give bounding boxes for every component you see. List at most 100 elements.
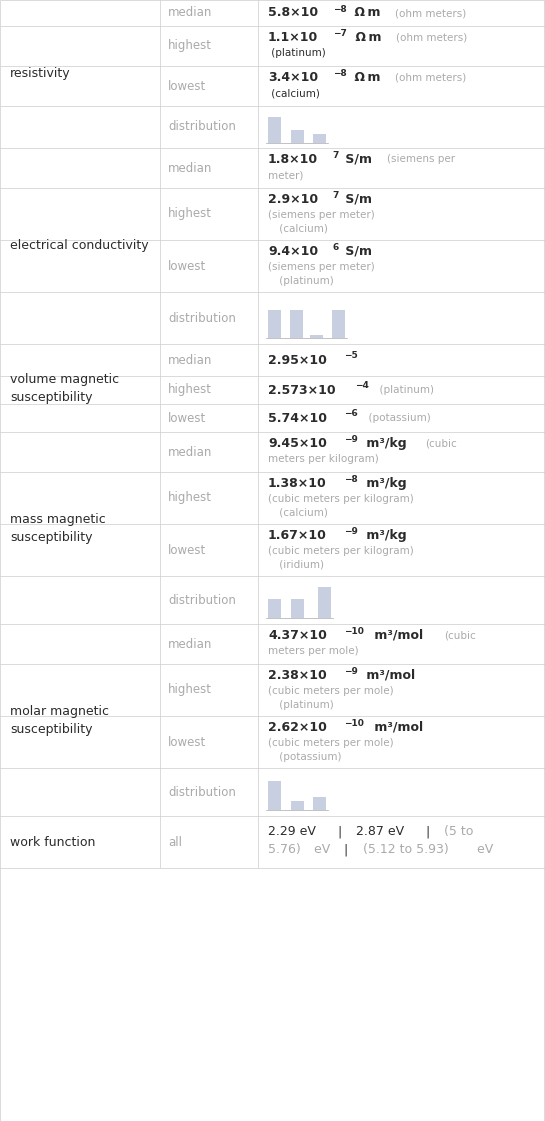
Text: −4: −4	[355, 381, 369, 390]
Text: 5.76): 5.76)	[268, 843, 301, 856]
Bar	[268, 118, 281, 143]
Text: (siemens per meter): (siemens per meter)	[268, 262, 375, 272]
Text: highest: highest	[168, 39, 212, 53]
Text: median: median	[168, 161, 213, 175]
Text: lowest: lowest	[168, 259, 206, 272]
Text: 7: 7	[332, 150, 339, 159]
Text: eV: eV	[473, 843, 493, 856]
Text: highest: highest	[168, 383, 212, 397]
Text: volume magnetic
susceptibility: volume magnetic susceptibility	[10, 372, 119, 404]
Text: m³/kg: m³/kg	[362, 529, 407, 541]
Text: S/m: S/m	[341, 193, 372, 206]
Bar	[292, 600, 305, 619]
Text: 5.74×10: 5.74×10	[268, 411, 327, 425]
Text: lowest: lowest	[168, 411, 206, 425]
Text: |: |	[418, 825, 438, 839]
Text: highest: highest	[168, 207, 212, 221]
Text: median: median	[168, 353, 213, 367]
Text: (ohm meters): (ohm meters)	[396, 8, 467, 18]
Text: resistivity: resistivity	[10, 67, 71, 81]
Text: median: median	[168, 638, 213, 650]
Text: 6: 6	[332, 243, 339, 252]
Text: (platinum): (platinum)	[276, 276, 334, 286]
Text: Ω m: Ω m	[351, 30, 386, 44]
Bar	[310, 335, 323, 337]
Text: 5.8×10: 5.8×10	[268, 7, 318, 19]
Text: (cubic meters per kilogram): (cubic meters per kilogram)	[268, 546, 414, 556]
Text: (potassium): (potassium)	[276, 751, 342, 761]
Bar	[292, 800, 305, 810]
Text: molar magnetic
susceptibility: molar magnetic susceptibility	[10, 704, 109, 735]
Text: −5: −5	[344, 352, 358, 361]
Text: (platinum): (platinum)	[373, 385, 434, 395]
Text: meters per mole): meters per mole)	[268, 646, 359, 656]
Text: (siemens per meter): (siemens per meter)	[268, 210, 375, 220]
Text: meters per kilogram): meters per kilogram)	[268, 454, 379, 464]
Text: 2.38×10: 2.38×10	[268, 669, 327, 682]
Text: S/m: S/m	[341, 152, 376, 166]
Text: 9.4×10: 9.4×10	[268, 245, 318, 258]
Text: all: all	[168, 835, 182, 849]
Text: −8: −8	[344, 475, 358, 484]
Text: mass magnetic
susceptibility: mass magnetic susceptibility	[10, 512, 106, 544]
Text: highest: highest	[168, 491, 212, 504]
Text: m³/mol: m³/mol	[370, 629, 427, 641]
Text: 7: 7	[332, 191, 339, 200]
Text: −7: −7	[333, 29, 347, 38]
Text: (cubic: (cubic	[425, 438, 457, 448]
Text: 2.87 eV: 2.87 eV	[356, 825, 404, 839]
Text: S/m: S/m	[341, 245, 372, 258]
Text: lowest: lowest	[168, 80, 206, 93]
Text: (cubic: (cubic	[444, 630, 476, 640]
Text: (calcium): (calcium)	[276, 223, 328, 233]
Bar	[292, 130, 305, 143]
Text: distribution: distribution	[168, 120, 236, 133]
Text: −10: −10	[344, 719, 364, 728]
Text: (cubic meters per mole): (cubic meters per mole)	[268, 686, 393, 696]
Text: 2.29 eV: 2.29 eV	[268, 825, 316, 839]
Text: 1.8×10: 1.8×10	[268, 152, 318, 166]
Text: (siemens per: (siemens per	[386, 155, 455, 164]
Text: median: median	[168, 445, 213, 458]
Text: m³/kg: m³/kg	[362, 437, 411, 450]
Text: distribution: distribution	[168, 593, 236, 606]
Text: electrical conductivity: electrical conductivity	[10, 240, 149, 252]
Text: 1.38×10: 1.38×10	[268, 476, 327, 490]
Text: −9: −9	[344, 435, 358, 444]
Text: −8: −8	[332, 4, 347, 13]
Text: (ohm meters): (ohm meters)	[396, 72, 467, 82]
Text: distribution: distribution	[168, 786, 236, 798]
Text: 2.95×10: 2.95×10	[268, 353, 327, 367]
Bar	[268, 781, 281, 810]
Text: Ω m: Ω m	[350, 7, 385, 19]
Text: lowest: lowest	[168, 544, 206, 556]
Bar	[268, 309, 281, 337]
Text: 3.4×10: 3.4×10	[268, 71, 318, 84]
Text: eV: eV	[310, 843, 330, 856]
Bar	[289, 309, 302, 337]
Text: distribution: distribution	[168, 312, 236, 324]
Text: median: median	[168, 7, 213, 19]
Bar	[332, 309, 345, 337]
Text: m³/kg: m³/kg	[361, 476, 406, 490]
Text: (ohm meters): (ohm meters)	[396, 33, 467, 43]
Text: (potassium): (potassium)	[362, 413, 431, 423]
Text: m³/mol: m³/mol	[370, 721, 423, 734]
Text: work function: work function	[10, 835, 95, 849]
Text: m³/mol: m³/mol	[362, 669, 415, 682]
Text: highest: highest	[168, 684, 212, 696]
Text: (5.12 to 5.93): (5.12 to 5.93)	[362, 843, 449, 856]
Text: (5 to: (5 to	[444, 825, 474, 839]
Text: 2.62×10: 2.62×10	[268, 721, 327, 734]
Bar	[268, 600, 281, 619]
Text: |: |	[330, 825, 350, 839]
Text: −6: −6	[344, 409, 358, 418]
Text: 9.45×10: 9.45×10	[268, 437, 327, 450]
Text: 1.1×10: 1.1×10	[268, 30, 318, 44]
Text: (iridium): (iridium)	[276, 559, 324, 569]
Text: (calcium): (calcium)	[268, 89, 320, 99]
Text: −9: −9	[344, 667, 358, 676]
Bar	[318, 587, 331, 619]
Text: lowest: lowest	[168, 735, 206, 749]
Text: (platinum): (platinum)	[276, 700, 334, 710]
